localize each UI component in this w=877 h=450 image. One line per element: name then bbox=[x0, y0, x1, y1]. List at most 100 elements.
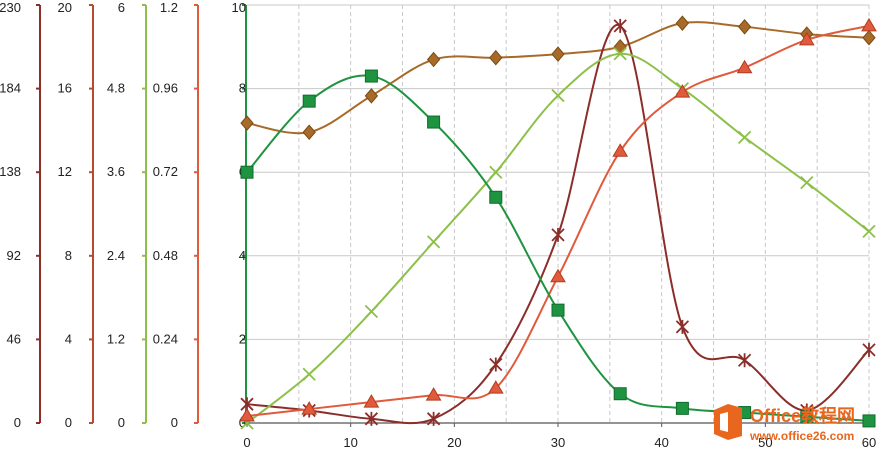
data-point bbox=[551, 303, 565, 317]
y-tick-label: 2 bbox=[239, 331, 246, 346]
data-point bbox=[613, 387, 627, 401]
y-tick-label: 0 bbox=[239, 415, 246, 430]
series bbox=[239, 15, 877, 430]
data-point bbox=[426, 51, 441, 68]
y-tick-label: 20 bbox=[58, 0, 72, 15]
data-point bbox=[737, 19, 752, 35]
data-point bbox=[240, 165, 254, 179]
y-tick-label: 8 bbox=[239, 81, 246, 96]
y-tick-label: 6 bbox=[118, 0, 125, 15]
data-point bbox=[302, 94, 316, 108]
y-tick-label: 8 bbox=[65, 248, 72, 263]
y-tick-label: 4 bbox=[65, 331, 72, 346]
y-tick-label: 0 bbox=[171, 415, 178, 430]
data-point bbox=[239, 408, 255, 422]
x-tick-label: 0 bbox=[243, 435, 250, 450]
y-tick-label: 10 bbox=[232, 0, 246, 15]
data-point bbox=[427, 115, 441, 129]
data-point bbox=[425, 387, 442, 401]
data-point bbox=[613, 47, 627, 61]
y-tick-label: 4.8 bbox=[107, 81, 125, 96]
y-tick-label: 138 bbox=[0, 164, 21, 179]
y-tick-label: 230 bbox=[0, 0, 21, 15]
data-point bbox=[489, 49, 503, 66]
data-point bbox=[426, 411, 441, 426]
data-point bbox=[737, 353, 752, 368]
data-point bbox=[550, 268, 566, 283]
y-tick-label: 3.6 bbox=[107, 164, 125, 179]
y-axis-5: 0246810 bbox=[232, 0, 247, 430]
data-point bbox=[674, 84, 691, 98]
y-axis-1: 0 46 92 138 184 230 bbox=[0, 0, 41, 430]
y-axis-2: 0 4 8 12 16 20 bbox=[58, 0, 94, 430]
data-point bbox=[551, 88, 565, 103]
data-point bbox=[862, 224, 876, 239]
y-tick-label: 1.2 bbox=[160, 0, 178, 15]
watermark-brand: Office教程网 bbox=[750, 405, 855, 426]
data-point bbox=[613, 39, 627, 55]
data-point bbox=[240, 115, 254, 131]
data-point bbox=[800, 410, 814, 424]
y-tick-label: 12 bbox=[58, 164, 72, 179]
y-tick-label: 46 bbox=[7, 331, 21, 346]
y-tick-label: 0 bbox=[118, 415, 125, 430]
y-axis-3: 0 1.2 2.4 3.6 4.8 6 bbox=[107, 0, 147, 430]
data-point bbox=[675, 401, 689, 415]
x-tick-label: 20 bbox=[447, 435, 461, 450]
data-point bbox=[301, 401, 318, 415]
series-1 bbox=[240, 15, 876, 140]
series-line bbox=[246, 52, 870, 424]
y-axes: 0469213818423004812162001.22.43.64.8600.… bbox=[0, 0, 247, 430]
data-point bbox=[675, 319, 690, 334]
watermark-url: www.office26.com bbox=[749, 429, 854, 443]
y-tick-label: 92 bbox=[7, 248, 21, 263]
x-axis: 0 10 20 30 40 50 60 bbox=[243, 422, 876, 450]
data-point bbox=[612, 143, 629, 157]
data-point bbox=[861, 17, 877, 32]
grid bbox=[247, 4, 870, 424]
series-5 bbox=[240, 69, 876, 428]
y-tick-label: 0.72 bbox=[153, 164, 178, 179]
data-point bbox=[489, 165, 503, 179]
data-point bbox=[363, 394, 380, 408]
data-point bbox=[489, 190, 503, 204]
data-point bbox=[798, 31, 815, 46]
data-point bbox=[364, 88, 379, 104]
y-tick-label: 0.48 bbox=[153, 248, 178, 263]
data-point bbox=[800, 176, 814, 190]
data-point bbox=[675, 15, 690, 31]
x-tick-label: 60 bbox=[862, 435, 876, 450]
data-point bbox=[302, 367, 316, 381]
data-point bbox=[364, 69, 378, 83]
y-tick-label: 2.4 bbox=[107, 248, 125, 263]
data-point bbox=[364, 304, 379, 319]
y-tick-label: 0.24 bbox=[153, 331, 178, 346]
x-tick-label: 40 bbox=[654, 435, 668, 450]
y-tick-label: 1.2 bbox=[107, 331, 125, 346]
x-tick-label: 10 bbox=[343, 435, 357, 450]
data-point bbox=[737, 130, 752, 145]
watermark: Office教程网 www.office26.com bbox=[714, 404, 855, 443]
x-tick-label: 50 bbox=[758, 435, 772, 450]
y-tick-label: 0.96 bbox=[153, 81, 178, 96]
data-point bbox=[613, 18, 627, 33]
data-point bbox=[551, 227, 565, 242]
y-tick-label: 4 bbox=[239, 248, 246, 263]
y-axis-4: 0 0.24 0.48 0.72 0.96 1.2 bbox=[153, 0, 199, 430]
office-logo-icon bbox=[714, 404, 742, 440]
data-point bbox=[364, 411, 379, 426]
data-point bbox=[302, 124, 316, 140]
y-tick-label: 0 bbox=[14, 415, 21, 430]
y-tick-label: 0 bbox=[65, 415, 72, 430]
data-point bbox=[487, 380, 504, 394]
data-point bbox=[862, 342, 876, 357]
series-4 bbox=[239, 17, 877, 422]
y-tick-label: 16 bbox=[58, 81, 72, 96]
data-point bbox=[862, 29, 876, 46]
x-tick-label: 30 bbox=[551, 435, 565, 450]
data-point bbox=[489, 357, 503, 372]
data-point bbox=[862, 414, 876, 428]
data-point bbox=[736, 59, 753, 74]
data-point bbox=[551, 46, 565, 62]
